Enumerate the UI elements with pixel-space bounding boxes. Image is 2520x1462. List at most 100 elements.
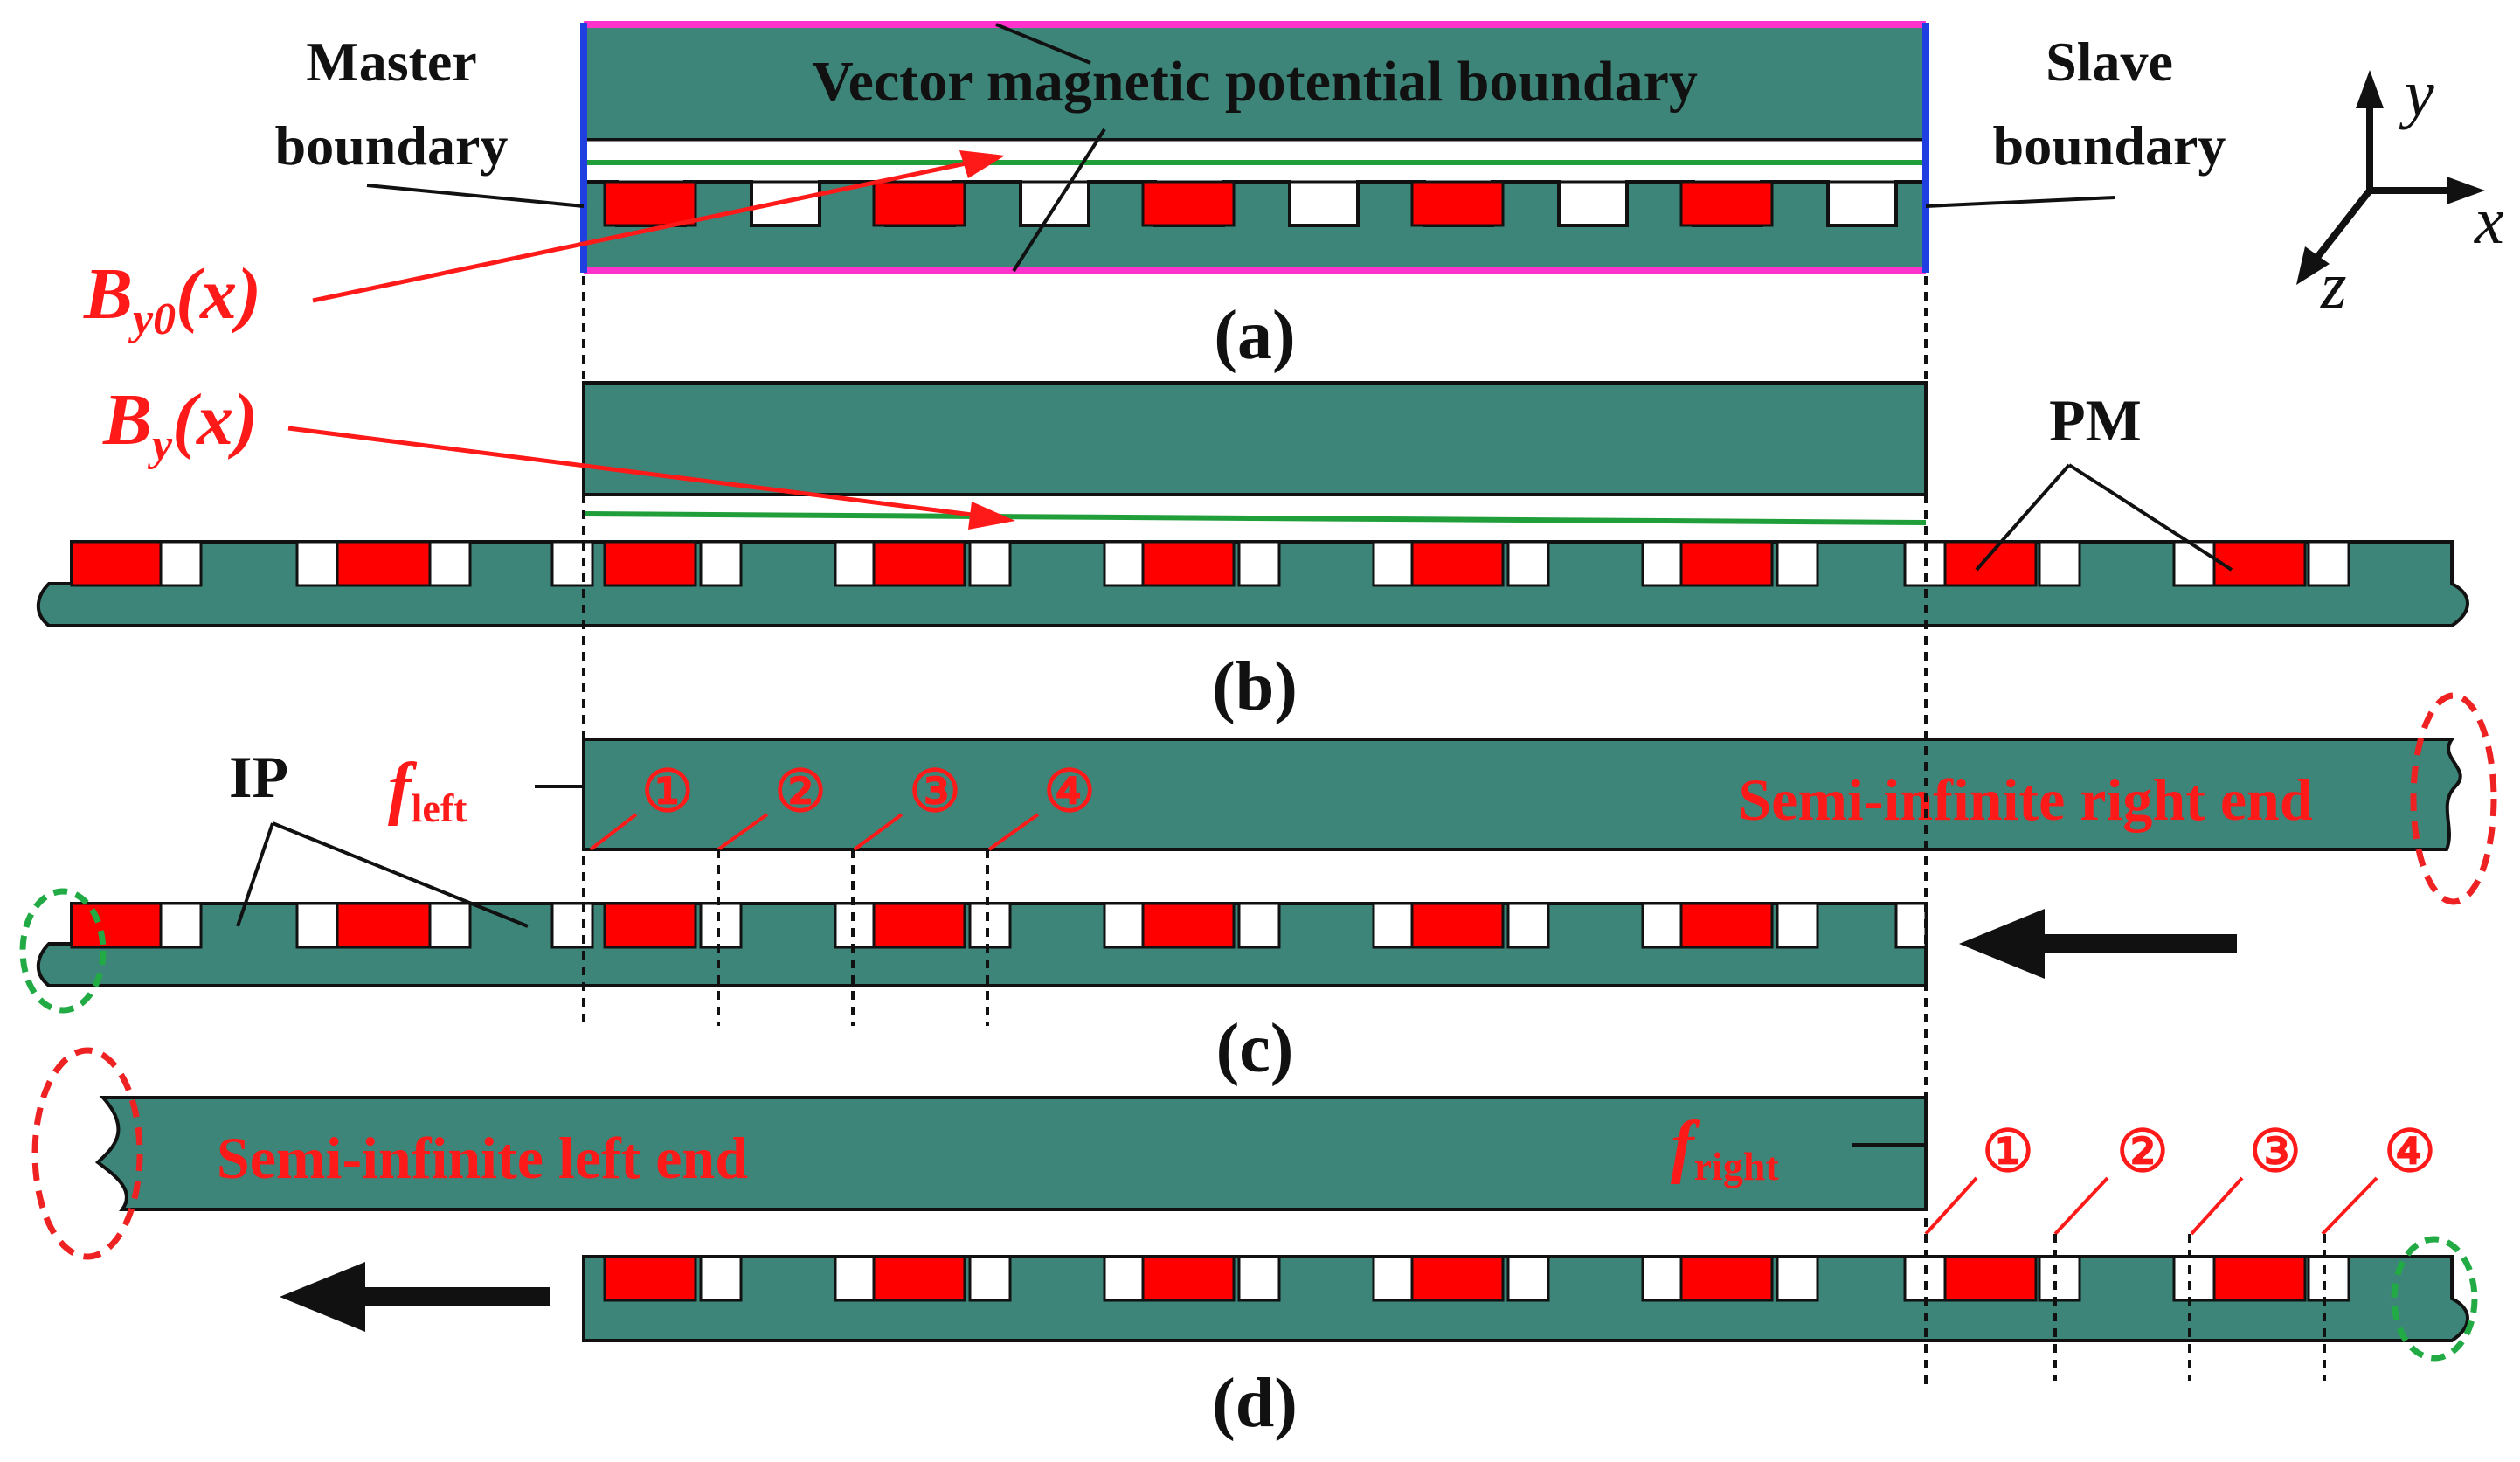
panel-b-caption: (b) (1212, 648, 1298, 725)
ip-label: IP (229, 744, 288, 810)
panel-b-slot (159, 540, 203, 587)
marker-1: ① (1982, 1120, 2033, 1184)
slave-boundary-label-1: Slave (2046, 31, 2173, 93)
panel-b-slot (550, 540, 594, 587)
marker-1-leader (1924, 1176, 1978, 1236)
panel-c-slot (1894, 902, 1928, 949)
marker-1-leader (589, 813, 638, 851)
panel-c-pm (872, 902, 966, 949)
panel-d-pm (1410, 1255, 1505, 1302)
panel-d-pm (1679, 1255, 1774, 1302)
panel-d-motion-arrowhead (280, 1262, 365, 1332)
marker-4: ④ (2384, 1120, 2435, 1184)
panel-a-pm (1679, 180, 1774, 227)
panel-d-slot (1641, 1255, 1685, 1302)
by0-base: B (83, 253, 133, 335)
master-boundary-label-2: boundary (275, 114, 509, 177)
panel-c-pm (70, 902, 163, 949)
marker-3: ③ (909, 760, 960, 824)
panel-b-slot (834, 540, 877, 587)
panel-b: PM By(x) (b) (36, 379, 2469, 725)
panel-c-slot (1237, 902, 1281, 949)
left-end-red-ellipse (31, 1047, 143, 1260)
panel-a-pm (1410, 180, 1505, 227)
panel-d-slot (1776, 1255, 1819, 1302)
panel-d-caption: (d) (1212, 1365, 1298, 1442)
panel-c-pm (603, 902, 697, 949)
panel-b-slot (295, 540, 339, 587)
marker-1: ① (641, 760, 693, 824)
marker-2: ② (2116, 1120, 2168, 1184)
panel-c-slots (159, 902, 1928, 949)
panel-b-slot (1103, 540, 1146, 587)
panel-b-pm (2212, 540, 2307, 587)
pm-leader-2 (2067, 463, 2233, 572)
panel-d-pm (2212, 1255, 2307, 1302)
panel-c-pm (336, 902, 432, 949)
panel-b-slot (2038, 540, 2081, 587)
semi-infinite-right-label: Semi-infinite right end (1738, 766, 2313, 833)
panel-d-pms (603, 1255, 2307, 1302)
right-end-green-ellipse (2391, 1236, 2478, 1362)
panel-b-pm (1410, 540, 1505, 587)
slave-boundary-label-2: boundary (1993, 114, 2226, 177)
panel-d-stator (94, 1096, 1928, 1211)
vector-boundary-label: Vector magnetic potential boundary (812, 50, 1698, 114)
by0-arrow-line (312, 160, 971, 303)
by-label: By(x) (102, 379, 258, 470)
by-arrow-line (287, 426, 980, 518)
panel-b-pm (70, 540, 163, 587)
panel-c-slot (1776, 902, 1819, 949)
by-arg: (x) (172, 379, 258, 461)
panel-c-slot (295, 902, 339, 949)
panel-c-pm (1141, 902, 1236, 949)
panel-c-slot (550, 902, 594, 949)
by0-arrow-head (959, 150, 1005, 178)
panel-b-slot (1641, 540, 1685, 587)
panel-d-slot (1372, 1255, 1416, 1302)
left-end-green-ellipse (19, 888, 107, 1014)
panel-d-pm (1141, 1255, 1236, 1302)
master-boundary-leader (366, 184, 585, 208)
panel-b-pm (603, 540, 697, 587)
f-left-sub: left (412, 786, 468, 830)
panel-d-slot (968, 1255, 1012, 1302)
marker-2-leader (2053, 1176, 2109, 1236)
panel-c-pm (1410, 902, 1505, 949)
panel-b-airgap-line (583, 511, 1927, 525)
panel-d-pm (872, 1255, 966, 1302)
panel-d-slot (1103, 1255, 1146, 1302)
marker-3: ③ (2249, 1120, 2301, 1184)
panel-c-slot (1372, 902, 1416, 949)
panel-c: IP fleft ① ② ③ ④ Semi-infinite right end… (19, 692, 2497, 1087)
panel-b-pms (70, 540, 2307, 587)
axis-x-label: x (2474, 184, 2504, 258)
pm-leader-1 (1975, 463, 2071, 572)
panel-d-slot (834, 1255, 877, 1302)
panel-b-slot (1372, 540, 1416, 587)
slave-boundary-leader (1925, 196, 2115, 208)
panel-b-pm (872, 540, 966, 587)
vector-boundary-leader-bottom (1012, 128, 1106, 273)
panel-c-slot (968, 902, 1012, 949)
panel-c-caption: (c) (1216, 1010, 1294, 1087)
marker-4: ④ (1043, 760, 1095, 824)
panel-a-pm (1141, 180, 1236, 227)
panel-a: Vector magnetic potential boundary Maste… (83, 21, 2226, 374)
panel-b-slot (1506, 540, 1550, 587)
marker-3-leader (2190, 1176, 2244, 1236)
marker-4-leader (2321, 1176, 2378, 1236)
panel-b-slot (1776, 540, 1819, 587)
vector-boundary-leader-top (995, 23, 1091, 65)
f-left-label: fleft (388, 750, 467, 830)
pm-label: PM (2049, 387, 2142, 454)
panel-d-slot (2172, 1255, 2216, 1302)
panel-c-stator (582, 738, 2462, 851)
panel-c-motion-arrowhead (1959, 909, 2045, 979)
panel-b-stator (582, 381, 1928, 496)
axis-x-arrowhead (2447, 177, 2485, 204)
axis-y-label: y (2399, 57, 2434, 130)
panel-c-slot (428, 902, 472, 949)
panel-a-pm (603, 180, 697, 227)
